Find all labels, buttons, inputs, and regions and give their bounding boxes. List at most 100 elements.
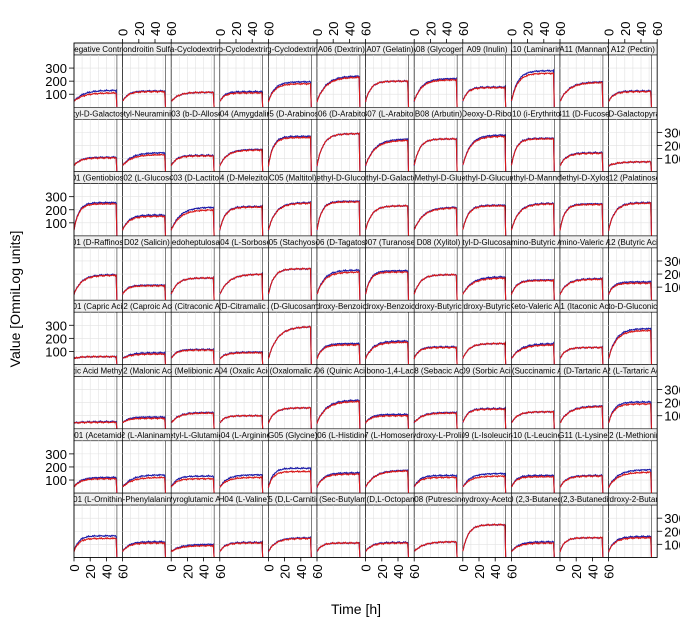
y-tick-label: 300: [664, 125, 680, 140]
panel: B07 (L-Arabitol): [365, 107, 415, 172]
panel: B06 (D-Arabitol): [316, 107, 366, 172]
panel: G05 (Glycine): [267, 428, 318, 494]
y-tick-label: 100: [45, 344, 67, 359]
panel: H05 (D,L-Carnitine): [258, 492, 328, 558]
x-tick-label: 60: [602, 564, 617, 578]
x-tick-label: 0: [602, 29, 617, 36]
strip-label: 3-Hydroxy-2-Butanone: [593, 495, 674, 504]
strip-label: Sedoheptulosan: [167, 238, 225, 247]
series-a-line: [73, 534, 118, 558]
series-b-line: [365, 414, 410, 429]
x-tick-label: 20: [423, 22, 438, 36]
panel: E11 (Itaconic Acid): [559, 299, 609, 365]
series-b-line: [608, 470, 653, 494]
y-tick-label: 100: [45, 473, 67, 488]
panel: a-Methyl-D-Mannoside: [510, 171, 561, 237]
series-b-line: [413, 476, 458, 494]
series-b-line: [413, 78, 458, 108]
strip-label: D02 (Salicin): [124, 238, 170, 247]
series-b-line: [559, 346, 604, 365]
panel: b-Methyl-D-Glucuronic: [462, 171, 512, 237]
panel: E05 (D-Glucosamine): [254, 299, 331, 365]
x-tick-label: 20: [180, 564, 195, 578]
y-tick-label: 300: [45, 190, 67, 205]
strip-label: G07 (L-Homoserine): [353, 431, 426, 440]
panel: B08 (Arbutin): [413, 107, 464, 172]
strip-label: L-Phenylalanine: [118, 495, 176, 504]
strip-label: B08 (Arbutin): [415, 109, 462, 118]
series-b-line: [559, 536, 604, 558]
x-tick-label: 0: [116, 29, 131, 36]
strip-label: a-Keto-Valeric Acid: [502, 302, 569, 311]
strip-label: H05 (D,L-Carnitine): [258, 495, 328, 504]
series-b-line: [267, 325, 312, 365]
y-tick-label: 100: [664, 537, 680, 552]
strip-label: F04 (Oxalic Acid): [214, 367, 275, 376]
strip-label: (a-Cyclodextrin): [167, 45, 224, 54]
series-b-line: [413, 137, 458, 172]
panel: D12 (Butyric Acid): [601, 235, 665, 301]
strip-label: F10 (Succinamic Acid): [496, 367, 576, 376]
series-b-line: [219, 204, 264, 236]
series-b-line: [365, 541, 410, 558]
strip-label: A08 (Glycogen): [411, 45, 467, 54]
series-b-line: [608, 402, 653, 429]
series-a-line: [462, 472, 507, 494]
x-tick-label: 60: [116, 564, 131, 578]
series-b-line: [219, 91, 264, 108]
series-b-line: [267, 201, 312, 236]
series-b-line: [170, 543, 215, 558]
x-tick-label: 0: [261, 564, 276, 571]
x-tick-label: 40: [488, 564, 503, 578]
series-a-line: [365, 412, 410, 429]
axes-layer: 1002003001002003001002003001002003001002…: [45, 22, 680, 579]
strip-label: E03 (Citraconic Acid): [158, 302, 233, 311]
panel: g-Hydroxy-Butyric Acid: [447, 299, 528, 365]
series-b-line: [219, 475, 264, 494]
series-a-line: [316, 268, 361, 301]
x-tick-label: 40: [537, 22, 552, 36]
series-a-line: [365, 339, 410, 365]
panel: Dihydroxy-Acetone: [453, 492, 521, 558]
strip-label: D08 (Xylitol): [417, 238, 461, 247]
strip-label: Dihydroxy-Acetone: [453, 495, 521, 504]
panel: B03 (b-D-Allose): [170, 107, 221, 172]
series-b-line: [462, 407, 507, 429]
series-b-line: [608, 328, 653, 365]
series-b-line: [73, 355, 118, 365]
series-a-line: [219, 89, 264, 108]
strip-label: b-Methyl-D-Galactoside: [348, 174, 433, 183]
y-tick-label: 300: [664, 383, 680, 398]
strip-label: G12 (L-Methionine): [598, 431, 667, 440]
y-tick-label: 100: [664, 280, 680, 295]
x-tick-label: 20: [229, 22, 244, 36]
panel: L-Pyroglutamic Acid: [170, 492, 221, 558]
series-b-line: [365, 270, 410, 301]
strip-label: D04 (L-Sorbose): [215, 238, 274, 247]
series-b-line: [267, 82, 312, 108]
strip-label: H11 (2,3-Butanedione): [544, 495, 625, 504]
y-tick-label: 300: [664, 511, 680, 526]
strip-label: F11 (D-Tartaric Acid): [548, 367, 621, 376]
series-b-line: [559, 151, 604, 172]
strip-label: g-Hydroxy-Butyric Acid: [447, 302, 528, 311]
series-b-line: [219, 273, 264, 301]
series-b-line: [122, 541, 167, 558]
x-tick-label: 60: [213, 564, 228, 578]
strip-label: A10 (Laminarin): [507, 45, 564, 54]
strip-label: D12 (Butyric Acid): [601, 238, 665, 247]
panel: A06 (Dextrin): [316, 42, 366, 108]
strip-label: B10 (i-Erythritol): [507, 109, 565, 118]
x-tick-label: 40: [148, 22, 163, 36]
x-tick-label: 40: [634, 22, 649, 36]
series-b-line: [122, 214, 167, 236]
panel: G06 (L-Histidine): [316, 428, 366, 494]
panel: B11 (D-Fucose): [559, 107, 609, 172]
series-b-line: [316, 270, 361, 301]
y-tick-label: 100: [664, 409, 680, 424]
series-a-line: [608, 468, 653, 494]
series-b-line: [559, 474, 604, 494]
panel: D08 (Xylitol): [413, 235, 464, 301]
strip-label: F12 (L-Tartaric Acid): [597, 367, 669, 376]
strip-label: E05 (D-Glucosamine): [254, 302, 331, 311]
